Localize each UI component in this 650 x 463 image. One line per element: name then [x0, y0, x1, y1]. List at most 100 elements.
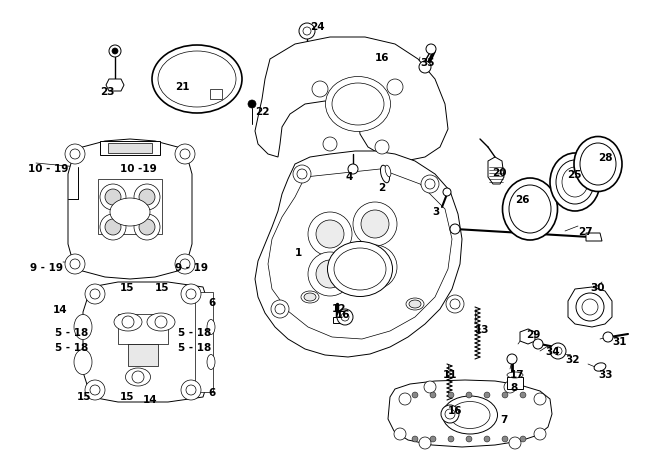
Circle shape: [394, 428, 406, 440]
Text: 21: 21: [175, 82, 190, 92]
Text: 33: 33: [598, 369, 612, 379]
Circle shape: [85, 284, 105, 304]
Ellipse shape: [334, 249, 386, 290]
Circle shape: [155, 316, 167, 328]
Text: 15: 15: [120, 391, 135, 401]
Text: 14: 14: [143, 394, 157, 404]
Circle shape: [419, 62, 431, 74]
Circle shape: [100, 214, 126, 240]
Circle shape: [412, 436, 418, 442]
Circle shape: [504, 381, 516, 393]
Text: 10 -19: 10 -19: [120, 163, 157, 174]
Ellipse shape: [409, 300, 421, 308]
Text: 15: 15: [77, 391, 92, 401]
Text: 13: 13: [475, 324, 489, 334]
Circle shape: [134, 185, 160, 211]
Circle shape: [534, 428, 546, 440]
Circle shape: [122, 316, 134, 328]
Circle shape: [303, 28, 311, 36]
Circle shape: [134, 214, 160, 240]
Bar: [507, 377, 523, 389]
Bar: [118, 314, 168, 344]
Circle shape: [441, 405, 459, 423]
Circle shape: [533, 339, 543, 349]
Circle shape: [186, 289, 196, 300]
Circle shape: [520, 392, 526, 398]
Circle shape: [446, 295, 464, 313]
Circle shape: [312, 82, 328, 98]
Circle shape: [175, 144, 195, 165]
Circle shape: [316, 220, 344, 249]
Circle shape: [484, 436, 490, 442]
Text: 25: 25: [567, 169, 582, 180]
Circle shape: [430, 392, 436, 398]
Circle shape: [387, 80, 403, 96]
Ellipse shape: [550, 154, 600, 212]
Circle shape: [484, 392, 490, 398]
Ellipse shape: [509, 186, 551, 233]
Polygon shape: [586, 233, 602, 242]
Ellipse shape: [207, 320, 215, 335]
Ellipse shape: [152, 46, 242, 114]
Bar: [195, 292, 213, 392]
Ellipse shape: [556, 161, 594, 205]
Text: 9 - 19: 9 - 19: [175, 263, 208, 272]
Text: 30: 30: [590, 282, 605, 292]
Circle shape: [132, 371, 144, 383]
Circle shape: [430, 436, 436, 442]
Circle shape: [139, 219, 155, 236]
Circle shape: [554, 347, 562, 355]
Bar: [128, 344, 158, 366]
Circle shape: [445, 409, 455, 419]
Text: 17: 17: [510, 369, 525, 379]
Circle shape: [271, 300, 289, 319]
Text: 5 - 18: 5 - 18: [178, 342, 211, 352]
Circle shape: [576, 294, 604, 321]
Ellipse shape: [574, 137, 622, 192]
Circle shape: [353, 203, 397, 246]
Circle shape: [421, 175, 439, 194]
Ellipse shape: [328, 242, 393, 297]
Circle shape: [105, 219, 121, 236]
Polygon shape: [388, 380, 552, 447]
Text: 7: 7: [500, 414, 508, 424]
Bar: [333, 317, 341, 323]
Text: 23: 23: [100, 87, 114, 97]
Circle shape: [443, 188, 451, 197]
Circle shape: [341, 313, 349, 321]
Circle shape: [308, 252, 352, 296]
Ellipse shape: [158, 52, 236, 108]
Ellipse shape: [594, 363, 606, 371]
Circle shape: [316, 260, 344, 288]
Text: 16: 16: [375, 53, 389, 63]
Circle shape: [70, 259, 80, 269]
Polygon shape: [520, 329, 535, 344]
Text: 3: 3: [432, 206, 439, 217]
Circle shape: [293, 166, 311, 184]
Circle shape: [375, 141, 389, 155]
Ellipse shape: [507, 372, 523, 378]
Circle shape: [297, 169, 307, 180]
Text: 22: 22: [255, 107, 270, 117]
Polygon shape: [106, 80, 124, 92]
Circle shape: [582, 300, 598, 315]
Text: 15: 15: [155, 282, 170, 292]
Text: 24: 24: [310, 22, 324, 32]
Polygon shape: [255, 38, 448, 162]
Text: 28: 28: [598, 153, 612, 163]
Text: 32: 32: [565, 354, 580, 364]
Ellipse shape: [332, 84, 384, 126]
Text: 31: 31: [612, 336, 627, 346]
Text: 16: 16: [448, 405, 463, 415]
Circle shape: [337, 309, 353, 325]
Circle shape: [299, 24, 315, 40]
Ellipse shape: [443, 396, 497, 434]
Circle shape: [502, 436, 508, 442]
Circle shape: [105, 189, 121, 206]
Circle shape: [603, 332, 613, 342]
Polygon shape: [568, 288, 612, 327]
Circle shape: [502, 392, 508, 398]
Ellipse shape: [385, 166, 391, 177]
Bar: [210, 90, 222, 100]
Ellipse shape: [301, 291, 319, 303]
